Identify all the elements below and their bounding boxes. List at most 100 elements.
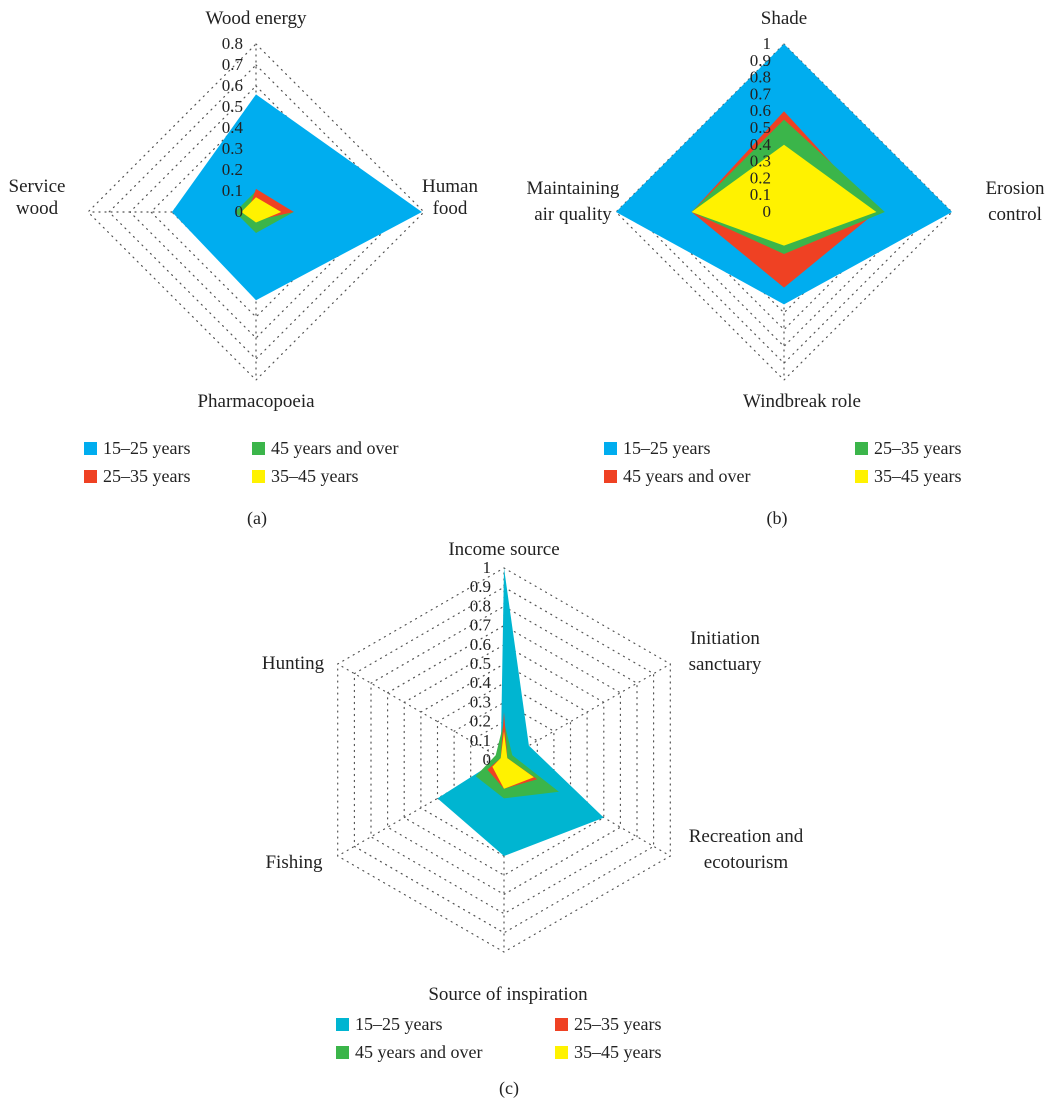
series-area xyxy=(437,568,604,856)
grid-ring xyxy=(129,85,383,339)
panel-label-c: (c) xyxy=(499,1078,519,1098)
legend-swatch xyxy=(252,442,265,455)
grid-spoke xyxy=(337,663,505,761)
tick-label: 1 xyxy=(483,558,492,577)
tick-label: 0.1 xyxy=(470,731,491,750)
legend-item: 15–25 years xyxy=(84,438,190,459)
legend-label: 45 years and over xyxy=(355,1042,483,1062)
legend-swatch xyxy=(604,470,617,483)
tick-label: 0.9 xyxy=(750,51,771,70)
tick-label: 0 xyxy=(483,750,492,769)
axis-label: Erosion control xyxy=(985,178,1045,225)
tick-label: 0.5 xyxy=(470,654,491,673)
axis-label: Pharmacopoeia xyxy=(197,391,315,412)
axis-label: Recreation and ecotourism xyxy=(689,826,804,873)
tick-label: 0 xyxy=(235,202,244,221)
axis-label: Income source xyxy=(448,539,559,560)
axis-label: Wood energy xyxy=(205,8,307,29)
legend-item: 35–45 years xyxy=(855,466,961,487)
legend-item: 35–45 years xyxy=(252,466,358,487)
axis-label-line: Maintaining xyxy=(527,178,620,199)
axis-label: Initiation sanctuary xyxy=(689,628,762,675)
tick-label: 0.4 xyxy=(470,673,492,692)
axis-label: Windbreak role xyxy=(743,391,861,412)
legend-item: 45 years and over xyxy=(336,1042,482,1063)
legend-item: 35–45 years xyxy=(555,1042,661,1063)
legend-label: 35–45 years xyxy=(271,466,359,486)
tick-label: 0.9 xyxy=(470,577,491,596)
tick-label: 0.7 xyxy=(750,84,772,103)
axis-label-line: Hunting xyxy=(262,653,325,674)
legend-label: 35–45 years xyxy=(874,466,962,486)
tick-label: 0.6 xyxy=(222,76,243,95)
axis-label-line: Human xyxy=(422,176,478,197)
grid-ring xyxy=(353,586,655,934)
legend-item: 25–35 years xyxy=(84,466,190,487)
legend-swatch xyxy=(555,1046,568,1059)
tick-label: 0.4 xyxy=(222,118,244,137)
legend-label: 35–45 years xyxy=(574,1042,662,1062)
tick-label: 0.7 xyxy=(470,616,492,635)
tick-label: 0.3 xyxy=(470,692,491,711)
grid-spoke xyxy=(337,759,505,857)
radar-chart-a: 0 0.1 0.2 0.3 0.4 0.5 0.6 0.7 0.8 Wood energy Huma… xyxy=(9,8,479,412)
axis-label-line: wood xyxy=(16,198,59,219)
axis-label-line: Income source xyxy=(448,539,559,560)
legend-swatch xyxy=(84,442,97,455)
tick-label: 0.4 xyxy=(750,135,772,154)
axis-label: Service wood xyxy=(9,176,66,219)
legend-swatch xyxy=(855,442,868,455)
grid-ring xyxy=(387,624,622,896)
legend-b: 15–25 years 25–35 years 45 years and ove… xyxy=(604,438,1004,498)
grid-ring xyxy=(370,605,638,915)
grid-spoke xyxy=(503,663,671,761)
axis-label-line: Service xyxy=(9,176,66,197)
legend-label: 45 years and over xyxy=(271,438,399,458)
legend-swatch xyxy=(336,1046,349,1059)
grid-ring xyxy=(87,43,425,381)
tick-label: 0.5 xyxy=(222,97,243,116)
legend-item: 25–35 years xyxy=(855,438,961,459)
legend-a: 15–25 years 45 years and over 25–35 year… xyxy=(84,438,444,498)
legend-item: 45 years and over xyxy=(604,466,750,487)
legend-label: 15–25 years xyxy=(103,438,191,458)
legend-item: 25–35 years xyxy=(555,1014,661,1035)
axis-label-line: Pharmacopoeia xyxy=(197,391,315,412)
axis-label-line: Windbreak role xyxy=(743,391,861,412)
legend-swatch xyxy=(252,470,265,483)
legend-label: 15–25 years xyxy=(355,1014,443,1034)
tick-label: 0.2 xyxy=(750,168,771,187)
legend-swatch xyxy=(555,1018,568,1031)
legend-swatch xyxy=(604,442,617,455)
tick-label: 0.3 xyxy=(222,139,243,158)
axis-label-line: Source of inspiration xyxy=(428,984,588,1005)
axis-label-line: food xyxy=(433,198,468,219)
axis-label-line: Recreation and xyxy=(689,826,804,847)
axis-label-line: control xyxy=(988,204,1042,225)
legend-swatch xyxy=(336,1018,349,1031)
axis-label: Maintaining air quality xyxy=(527,178,620,225)
panel-label-b: (b) xyxy=(766,508,788,528)
axis-label-line: Fishing xyxy=(265,852,323,873)
legend-item: 15–25 years xyxy=(336,1014,442,1035)
axis-label-line: Initiation xyxy=(690,628,760,649)
tick-label: 0.2 xyxy=(222,160,243,179)
grid-ring xyxy=(453,701,555,819)
legend-item: 45 years and over xyxy=(252,438,398,459)
axis-label: Source of inspiration xyxy=(428,984,588,1005)
tick-label: 0.2 xyxy=(470,712,491,731)
axis-label-line: Erosion xyxy=(985,178,1045,199)
series-area xyxy=(172,94,422,301)
legend-label: 25–35 years xyxy=(574,1014,662,1034)
tick-label: 0.7 xyxy=(222,55,244,74)
tick-label: 1 xyxy=(763,34,772,53)
grid-ring xyxy=(436,682,572,838)
tick-label: 0.3 xyxy=(750,152,771,171)
tick-label: 0.8 xyxy=(470,596,491,615)
axis-label-line: sanctuary xyxy=(689,654,762,675)
legend-swatch xyxy=(855,470,868,483)
series-area xyxy=(241,197,282,223)
legend-swatch xyxy=(84,470,97,483)
